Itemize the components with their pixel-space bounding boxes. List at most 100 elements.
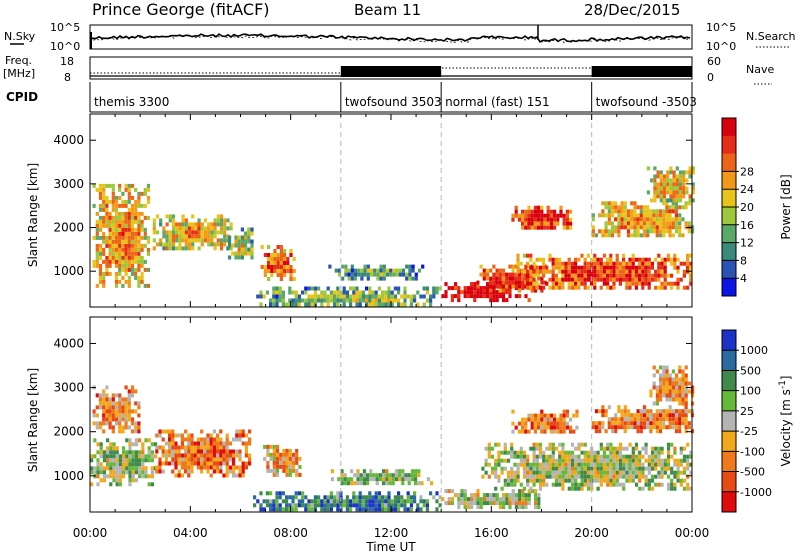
heatmap-cell [601,409,605,414]
heatmap-cell [118,397,122,402]
heatmap-cell [111,417,115,422]
heatmap-cell [286,269,290,273]
heatmap-cell [675,166,679,171]
heatmap-cell [460,493,464,498]
heatmap-cell [687,389,691,394]
heatmap-cell [248,437,252,442]
heatmap-cell [649,421,653,426]
heatmap-cell [118,470,122,475]
heatmap-cell [679,478,683,483]
heatmap-cell [121,191,125,196]
heatmap-cell [286,261,290,265]
heatmap-cell [498,276,502,281]
heatmap-cell [559,213,563,218]
heatmap-cell [545,466,549,471]
heatmap-cell [155,230,160,235]
heatmap-cell [159,218,163,223]
heatmap-cell [425,507,429,512]
heatmap-cell [593,466,597,471]
heatmap-cell [191,230,195,235]
heatmap-cell [662,229,666,234]
heatmap-cell [610,225,615,230]
heatmap-cell [602,269,606,274]
heatmap-cell [583,257,587,262]
heatmap-cell [561,446,565,451]
freq-block-2 [591,66,692,77]
heatmap-cell [522,450,527,455]
heatmap-cell [609,257,613,262]
heatmap-cell [553,209,557,214]
heatmap-cell [564,478,568,483]
heatmap-cell [522,474,527,479]
heatmap-cell [526,281,530,286]
heatmap-cell [492,298,496,303]
heatmap-cell [98,255,103,260]
heatmap-cell [128,466,132,471]
heatmap-cell [636,429,640,434]
heatmap-cell [548,257,552,262]
heatmap-cell [682,174,686,179]
heatmap-cell [98,223,103,228]
heatmap-cell [530,225,534,230]
heatmap-cell [586,458,591,463]
heatmap-cell [657,269,661,274]
heatmap-cell [583,458,587,463]
heatmap-cell [92,235,96,240]
heatmap-cell [210,222,214,227]
heatmap-cell [508,294,512,299]
heatmap-cell [591,425,595,430]
heatmap-cell [272,456,276,461]
heatmap-cell [596,450,600,455]
heatmap-cell [152,230,156,235]
heatmap-cell [610,425,615,430]
heatmap-cell [313,298,317,303]
heatmap-cell [118,223,122,228]
heatmap-cell [288,448,292,453]
heatmap-cell [247,235,251,240]
heatmap-cell [344,268,348,273]
heatmap-cell [398,272,402,277]
heatmap-cell [628,466,632,471]
heatmap-cell [403,286,407,291]
heatmap-cell [137,191,141,196]
heatmap-cell [323,495,327,500]
heatmap-cell [678,421,682,426]
heatmap-cell [569,429,573,434]
heatmap-cell [171,222,176,227]
heatmap-cell [270,265,274,269]
heatmap-cell [130,231,135,236]
heatmap-cell [109,446,113,451]
heatmap-cell [177,473,181,478]
heatmap-cell [143,191,147,196]
heatmap-cell [137,211,141,216]
heatmap-cell [662,182,667,187]
heatmap-cell [503,482,507,487]
heatmap-cell [406,294,410,299]
heatmap-cell [339,491,343,496]
heatmap-cell [90,466,94,471]
heatmap-cell [625,273,629,278]
heatmap-cell [181,226,185,231]
colorbar-tick-label: 28 [740,165,754,178]
heatmap-cell [165,234,169,239]
heatmap-cell [612,470,616,475]
heatmap-cell [687,201,691,206]
heatmap-cell [407,477,411,482]
heatmap-cell [639,233,643,238]
heatmap-cell [122,458,126,463]
heatmap-cell [342,503,346,508]
heatmap-cell [498,497,502,502]
heatmap-cell [105,243,109,248]
heatmap-cell [495,268,499,273]
heatmap-cell [125,454,129,459]
heatmap-cell [639,429,643,434]
heatmap-cell [200,242,204,247]
heatmap-cell [121,231,125,236]
heatmap-cell [248,453,252,458]
heatmap-cell [639,425,643,430]
heatmap-cell [630,201,634,206]
heatmap-cell [102,283,106,288]
heatmap-cell [682,186,686,191]
heatmap-cell [105,405,109,410]
heatmap-cell [313,290,317,295]
